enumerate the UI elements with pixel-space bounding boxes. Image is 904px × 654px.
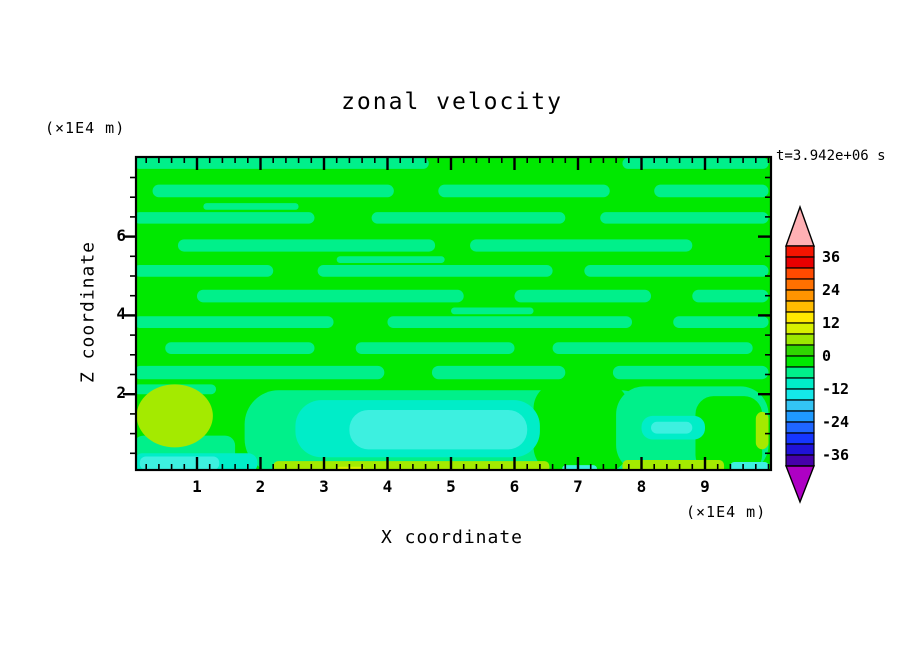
contour-region	[152, 184, 394, 198]
contour-region	[349, 409, 528, 450]
contour-region	[387, 316, 632, 329]
colorbar-segment	[785, 256, 815, 269]
colorbar-segment	[785, 432, 815, 445]
colorbar-label: -36	[822, 446, 849, 464]
colorbar-label: 0	[822, 347, 831, 365]
contour-region	[470, 239, 693, 252]
colorbar-segment	[785, 344, 815, 357]
contour-region	[336, 256, 445, 263]
colorbar-segment	[785, 300, 815, 313]
colorbar-label: 36	[822, 248, 840, 266]
colorbar-segment	[785, 388, 815, 401]
contour-region	[136, 264, 274, 277]
contour-region	[755, 411, 769, 450]
colorbar-segment	[785, 311, 815, 324]
contour-plot	[123, 155, 773, 472]
contour-region	[451, 307, 534, 315]
contour-region	[177, 239, 436, 252]
x-tick-label: 3	[319, 477, 329, 496]
x-tick-label: 7	[573, 477, 583, 496]
colorbar-segment	[785, 267, 815, 280]
contour-region	[584, 264, 769, 277]
x-tick-label: 2	[255, 477, 266, 496]
contour-region	[431, 365, 566, 380]
contour-region	[654, 184, 769, 198]
x-tick-label: 5	[446, 477, 456, 496]
contour-region	[612, 365, 769, 380]
contour-region	[139, 456, 220, 470]
contour-region	[562, 465, 598, 470]
x-axis-title: X coordinate	[380, 527, 524, 548]
contour-region	[355, 342, 515, 355]
z-tick-label: 6	[116, 225, 126, 245]
contour-region	[165, 342, 315, 355]
colorbar-segment	[785, 278, 815, 291]
contour-region	[552, 342, 753, 355]
contour-region	[136, 157, 429, 169]
contour-region	[273, 461, 550, 470]
contour-region	[673, 316, 769, 329]
contour-region	[514, 289, 652, 303]
colorbar-label: -12	[822, 380, 849, 398]
contour-region	[695, 396, 763, 470]
colorbar-segment	[785, 355, 815, 368]
x-axis-unit-label: (×1E4 m)	[686, 503, 767, 521]
contour-region	[317, 264, 553, 277]
z-tick-label: 2	[116, 383, 126, 403]
colorbar-segment	[785, 245, 815, 258]
colorbar-label: -24	[822, 413, 849, 431]
contour-region	[622, 157, 769, 169]
contour-region	[730, 461, 769, 470]
colorbar-label: 24	[822, 281, 840, 299]
colorbar-segment	[785, 322, 815, 335]
contour-region	[692, 289, 769, 303]
contour-region	[533, 382, 629, 470]
contour-region	[136, 384, 213, 448]
x-tick-label: 6	[509, 477, 520, 496]
contour-region	[438, 184, 610, 198]
contour-region	[600, 212, 769, 224]
x-tick-label: 8	[636, 477, 647, 496]
contour-region	[203, 203, 299, 210]
contour-region	[136, 212, 315, 224]
colorbar-label: 12	[822, 314, 840, 332]
contour-field	[136, 157, 771, 470]
colorbar-segment	[785, 377, 815, 390]
colorbar-segment	[785, 410, 815, 423]
colorbar-segment	[785, 366, 815, 379]
plot-frame	[134, 155, 773, 472]
contour-region	[136, 316, 334, 329]
colorbar-segment	[785, 399, 815, 412]
colorbar-segment	[785, 454, 815, 467]
time-annotation: t=3.942e+06 s	[776, 148, 886, 164]
x-tick-label: 9	[700, 477, 710, 496]
contour-region	[371, 212, 566, 224]
colorbar-segment	[785, 289, 815, 302]
x-tick-label: 1	[192, 477, 202, 496]
contour-region	[622, 459, 725, 470]
chart-title: zonal velocity	[341, 89, 563, 115]
colorbar-over-arrow	[785, 204, 815, 247]
colorbar: 36 24 12 0 -12 -24 -36	[784, 204, 849, 504]
colorbar-segment	[785, 443, 815, 456]
contour-region	[136, 365, 385, 380]
x-tick-label: 4	[382, 477, 393, 496]
z-axis-unit-label: (×1E4 m)	[45, 119, 126, 137]
colorbar-segment	[785, 333, 815, 346]
contour-region	[197, 289, 464, 303]
z-tick-label: 4	[116, 304, 126, 324]
colorbar-segment	[785, 421, 815, 434]
colorbar-under-arrow	[784, 465, 816, 504]
contour-region	[651, 421, 693, 434]
